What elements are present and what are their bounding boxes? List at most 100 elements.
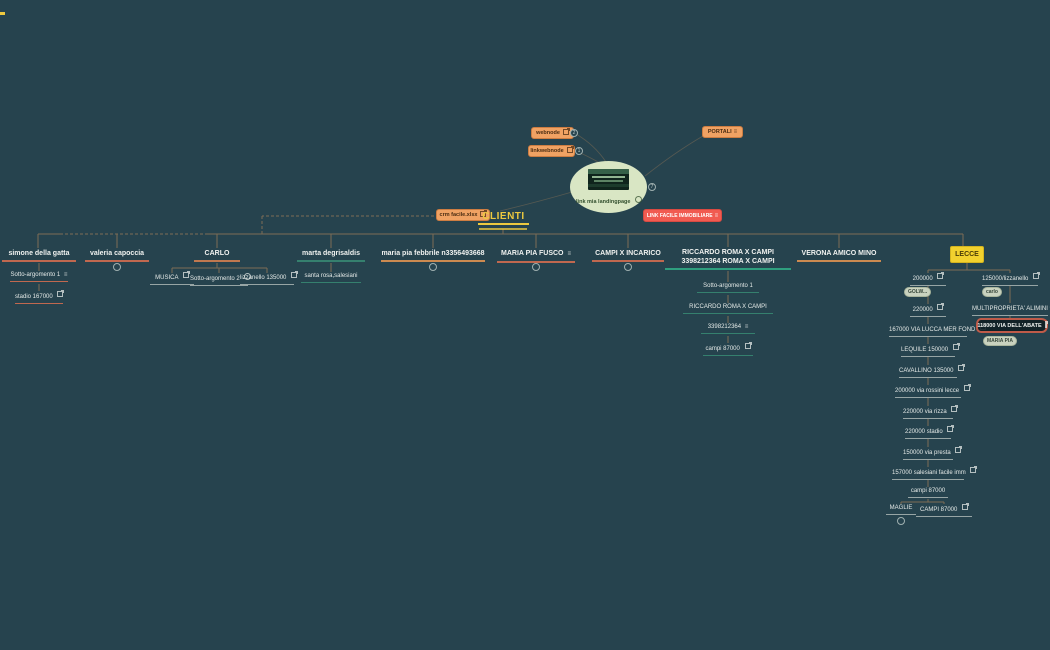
node-lecce-item[interactable]: 220000 stadio	[905, 425, 955, 439]
node-lecce-item[interactable]: 220000	[910, 303, 946, 317]
root-label: CLIENTI	[482, 211, 525, 222]
node-label: CAMPI 87000	[919, 507, 958, 513]
node-lecce-item[interactable]: 150000 via presta	[903, 446, 963, 460]
external-link-icon[interactable]	[951, 405, 959, 412]
node-maglie[interactable]: MAGLIE	[886, 505, 916, 515]
notes-icon[interactable]	[734, 129, 738, 135]
circle-icon	[244, 273, 252, 280]
node-musica[interactable]: MUSICA	[150, 271, 194, 285]
node-label: 118000 VIA DELL'ABATE	[977, 322, 1042, 329]
external-link-icon[interactable]	[963, 384, 971, 391]
external-link-icon[interactable]	[947, 425, 955, 432]
webnode-label: webnode	[536, 130, 560, 136]
collapse-badge[interactable]	[113, 263, 121, 271]
node-lizzanello-125000[interactable]: 125000/lizzanello	[982, 272, 1041, 286]
node-stadio-167000[interactable]: stadio 167000	[15, 290, 65, 304]
node-label: RICCARDO ROMA X CAMPI	[689, 304, 767, 310]
node-campi-x-incarico[interactable]: CAMPI X INCARICO	[592, 249, 664, 262]
webnode-button[interactable]: webnode	[531, 127, 574, 139]
external-link-icon[interactable]	[291, 271, 299, 278]
node-lecce[interactable]: LECCE	[950, 246, 984, 263]
node-label: stadio 167000	[15, 294, 53, 300]
node-riccardo-campi-87000[interactable]: campi 87000	[703, 342, 753, 356]
pill-carlo[interactable]: carlo	[982, 287, 1002, 297]
notes-icon[interactable]	[715, 213, 719, 219]
pill-maria-pia[interactable]: MARIA PIA	[983, 336, 1017, 346]
external-link-icon[interactable]	[970, 466, 978, 473]
node-via-dellabate-selected[interactable]: 118000 VIA DELL'ABATE	[976, 318, 1048, 333]
portali-label: PORTALI	[707, 129, 732, 135]
node-lecce-item[interactable]: 167000 VIA LUCCA MER FOND	[889, 323, 988, 337]
external-link-icon[interactable]	[952, 343, 960, 350]
collapse-badge[interactable]: 2	[570, 129, 578, 137]
notes-icon[interactable]	[64, 272, 68, 279]
collapse-badge[interactable]	[624, 263, 632, 271]
collapse-badge[interactable]	[429, 263, 437, 271]
external-link-icon[interactable]	[937, 272, 945, 279]
node-label: LECCE	[955, 251, 979, 258]
node-marta-degrisaldis[interactable]: marta degrisaldis	[297, 249, 365, 262]
external-link-icon[interactable]	[958, 364, 966, 371]
node-label: Sotto-argomento 1	[10, 272, 61, 278]
node-riccardo-roma-x-campi-child[interactable]: RICCARDO ROMA X CAMPI	[683, 304, 773, 314]
external-link-icon[interactable]	[182, 271, 190, 278]
external-link-icon[interactable]	[57, 290, 65, 297]
external-link-icon[interactable]	[1044, 320, 1048, 328]
node-label: simone della gatta	[8, 250, 70, 257]
node-riccardo-roma-x-campi[interactable]: RICCARDO ROMA X CAMPI 3398212364 ROMA X …	[665, 248, 791, 270]
node-lecce-item[interactable]: 157000 salesiani facile imm	[892, 466, 978, 480]
node-label: VERONA AMICO MINO	[801, 250, 877, 257]
link-facile-immobiliare-button[interactable]: LINK FACILE IMMOBILIARE	[643, 209, 722, 222]
external-link-icon[interactable]	[955, 446, 963, 453]
thumbnail-text-line	[594, 180, 623, 182]
notes-icon[interactable]	[745, 324, 749, 331]
root-node-clienti[interactable]: CLIENTI	[478, 211, 529, 225]
external-link-icon[interactable]	[962, 503, 970, 510]
node-campi-87000-parent[interactable]: campi 87000	[908, 488, 948, 498]
collapse-badge[interactable]: 7	[648, 183, 656, 191]
node-sotto-argomento-1[interactable]: Sotto-argomento 1	[10, 272, 68, 282]
external-link-icon[interactable]	[566, 146, 574, 153]
node-sotto-argomento-2[interactable]: Sotto-argomento 2	[190, 273, 252, 286]
node-lecce-item[interactable]: CAVALLINO 135000	[899, 364, 966, 378]
external-link-icon[interactable]	[744, 342, 752, 349]
link-facile-label: LINK FACILE IMMOBILIARE	[646, 212, 713, 219]
external-link-icon[interactable]	[562, 128, 570, 135]
landingpage-label-row[interactable]: link mia landingpage	[574, 196, 644, 205]
node-label-line1: RICCARDO ROMA X CAMPI	[682, 249, 774, 256]
node-riccardo-phone[interactable]: 3398212364	[701, 324, 755, 334]
node-maria-pia-fusco[interactable]: MARIA PIA FUSCO	[497, 249, 575, 263]
node-riccardo-sotto-argomento[interactable]: Sotto-argomento 1	[697, 283, 759, 293]
node-simone-della-gatta[interactable]: simone della gatta	[2, 249, 76, 262]
node-label: LEQUILE 150000	[901, 347, 949, 353]
external-link-icon[interactable]	[1033, 272, 1041, 279]
collapse-badge[interactable]	[897, 517, 905, 525]
node-verona-amico-mino[interactable]: VERONA AMICO MINO	[797, 249, 881, 262]
node-campi-87000[interactable]: CAMPI 87000	[916, 503, 972, 517]
collapse-badge[interactable]: 1	[575, 147, 583, 155]
node-lecce-item[interactable]: LEQUILE 150000	[901, 343, 960, 357]
landingpage-thumbnail[interactable]	[588, 169, 629, 190]
crm-file-button[interactable]: crm facile.xlsx	[436, 209, 490, 221]
external-link-icon[interactable]	[480, 210, 488, 217]
node-label: Sotto-argomento 2	[190, 276, 240, 282]
node-label: 157000 salesiani facile imm	[892, 470, 966, 476]
node-lecce-item[interactable]: 200000	[910, 272, 946, 286]
pill-golw[interactable]: GOLW...	[904, 287, 932, 297]
node-santa-rosa-salesiani[interactable]: santa rosa,salesiani	[301, 273, 361, 283]
node-label: 220000 stadio	[905, 429, 943, 435]
node-lecce-item[interactable]: 200000 via rossini lecce	[895, 384, 971, 398]
node-lecce-item[interactable]: 220000 via rizza	[903, 405, 959, 419]
portali-button[interactable]: PORTALI	[702, 126, 743, 138]
node-label: maria pia febbrile n3356493668	[381, 250, 485, 257]
node-maria-pia-febbrile[interactable]: maria pia febbrile n3356493668	[381, 249, 485, 262]
linkwebnode-button[interactable]: linkwebnode	[528, 145, 575, 157]
notes-icon[interactable]	[567, 249, 571, 259]
node-multiproprieta-alimini[interactable]: MULTIPROPRIETA' ALIMINI 9000	[972, 304, 1050, 316]
node-valeria-capoccia[interactable]: valeria capoccia	[85, 249, 149, 262]
node-carlo[interactable]: CARLO	[194, 249, 240, 262]
external-link-icon[interactable]	[937, 303, 945, 310]
collapse-badge[interactable]	[532, 263, 540, 271]
node-lizzanello-135000[interactable]: lizzanello 135000	[240, 271, 299, 285]
